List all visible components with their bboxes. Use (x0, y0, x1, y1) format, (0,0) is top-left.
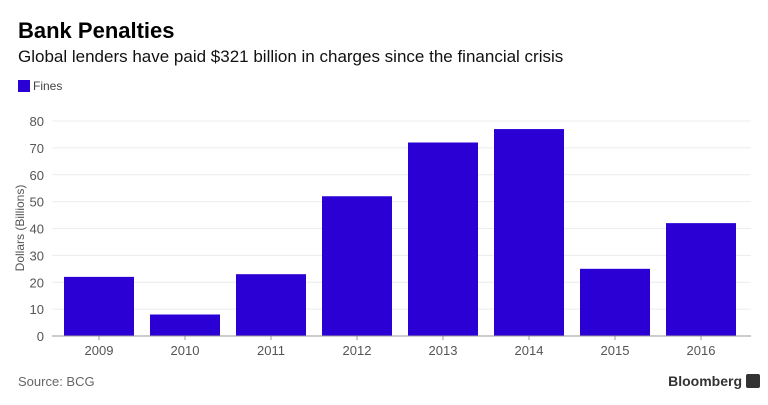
bar-2016 (666, 223, 736, 336)
bar-2013 (408, 142, 478, 336)
x-tick-label: 2016 (687, 343, 716, 358)
bar-2009 (64, 276, 134, 336)
legend: Fines (18, 79, 62, 93)
y-tick-label: 50 (30, 195, 44, 210)
y-tick-label: 10 (30, 302, 44, 317)
brand-logo: Bloomberg (668, 373, 742, 389)
chart-title: Bank Penalties (18, 18, 175, 43)
y-tick-label: 20 (30, 275, 44, 290)
legend-swatch (18, 80, 30, 92)
y-tick-label: 70 (30, 141, 44, 156)
y-tick-label: 60 (30, 168, 44, 183)
y-tick-label: 40 (30, 222, 44, 237)
legend-label: Fines (33, 79, 63, 93)
x-tick-label: 2011 (257, 343, 285, 358)
chart-subtitle: Global lenders have paid $321 billion in… (18, 47, 564, 66)
x-tick-label: 2010 (171, 343, 200, 358)
bar-2014 (494, 129, 564, 336)
bloomberg-icon (746, 374, 760, 388)
y-tick-label: 80 (30, 114, 44, 129)
x-tick-label: 2014 (515, 343, 544, 358)
x-tick-label: 2015 (601, 343, 630, 358)
x-tick-label: 2012 (343, 343, 372, 358)
bar-2011 (236, 274, 306, 336)
bar-2012 (322, 196, 392, 336)
y-axis-label: Dollars (Billions) (13, 185, 27, 272)
x-tick-label: 2009 (85, 343, 114, 358)
y-tick-label: 30 (30, 248, 44, 263)
y-tick-label: 0 (37, 329, 44, 344)
x-tick-label: 2013 (429, 343, 458, 358)
bar-2010 (150, 314, 220, 336)
bar-2015 (580, 268, 650, 336)
source-note: Source: BCG (18, 374, 95, 389)
